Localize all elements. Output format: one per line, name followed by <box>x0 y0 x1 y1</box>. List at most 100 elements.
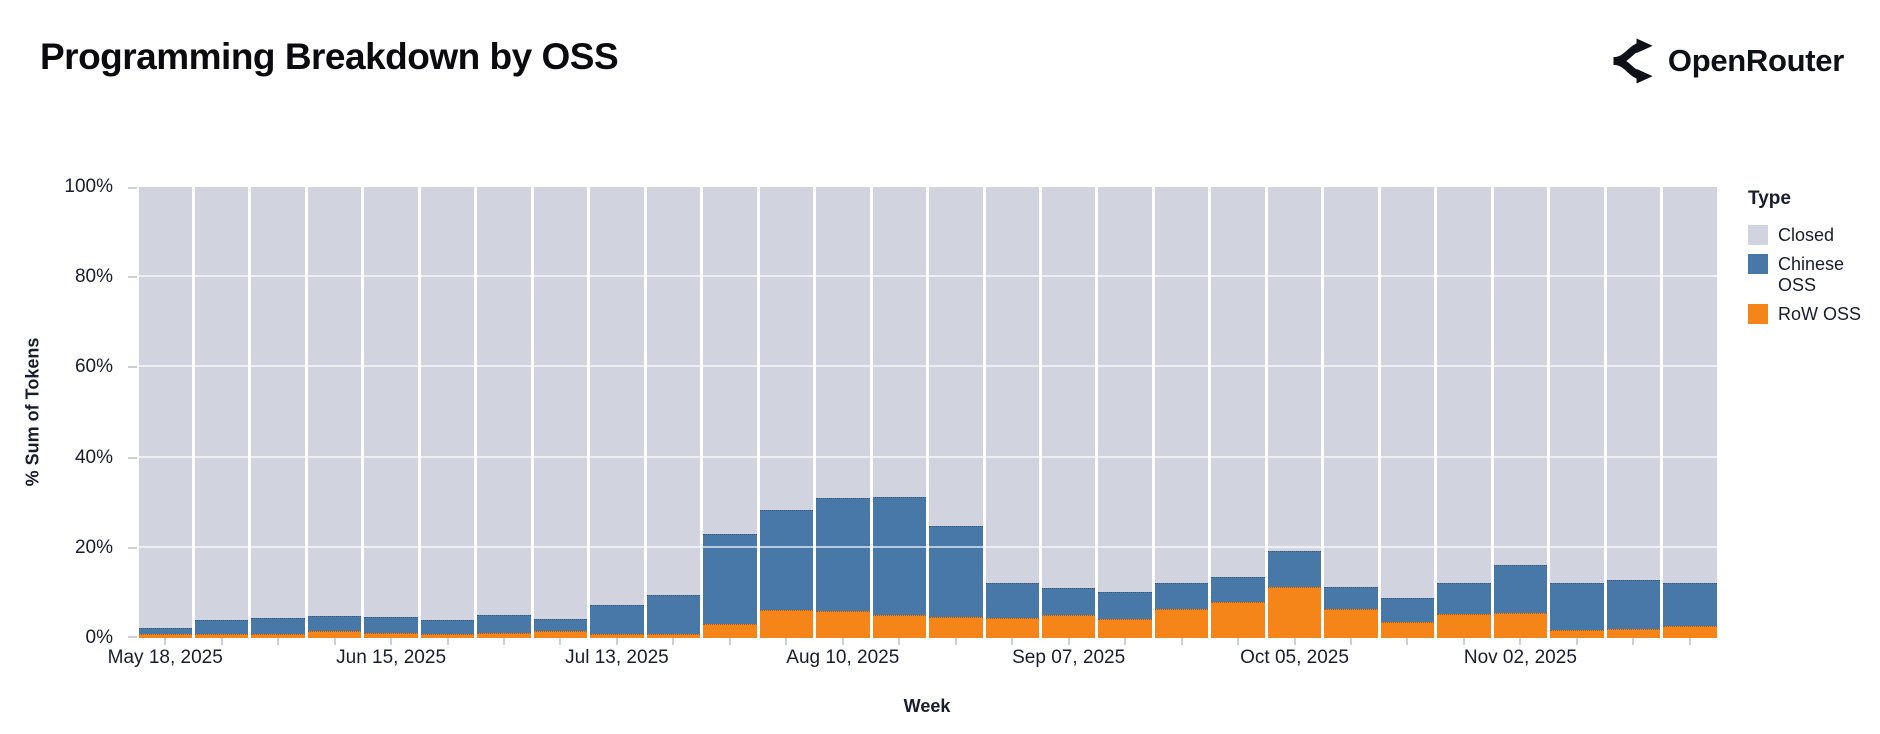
segment-row-oss[interactable] <box>533 631 588 638</box>
segment-row-oss[interactable] <box>1380 621 1435 638</box>
segment-chinese-oss[interactable] <box>1550 583 1604 630</box>
bar-jun-22-2025[interactable] <box>419 187 475 638</box>
segment-row-oss[interactable] <box>1550 629 1604 638</box>
segment-closed[interactable] <box>1606 187 1661 580</box>
segment-row-oss[interactable] <box>1154 609 1209 638</box>
segment-chinese-oss[interactable] <box>929 526 983 617</box>
segment-closed[interactable] <box>1380 187 1435 598</box>
segment-row-oss[interactable] <box>138 633 192 638</box>
bar-nov-16-2025[interactable] <box>1605 187 1661 638</box>
segment-row-oss[interactable] <box>1663 626 1717 638</box>
bar-sep-21-2025[interactable] <box>1153 187 1209 638</box>
segment-row-oss[interactable] <box>364 632 418 638</box>
segment-row-oss[interactable] <box>703 623 757 638</box>
segment-closed[interactable] <box>1437 187 1491 583</box>
bar-nov-09-2025[interactable] <box>1549 187 1605 638</box>
segment-chinese-oss[interactable] <box>1042 587 1096 616</box>
segment-chinese-oss[interactable] <box>194 619 249 635</box>
segment-chinese-oss[interactable] <box>1324 586 1378 609</box>
bar-jul-27-2025[interactable] <box>702 187 758 638</box>
bar-nov-23-2025[interactable] <box>1662 187 1718 638</box>
segment-closed[interactable] <box>1098 187 1152 593</box>
segment-closed[interactable] <box>759 187 814 510</box>
legend-item-row-oss[interactable]: RoW OSS <box>1748 304 1880 325</box>
segment-row-oss[interactable] <box>307 630 362 638</box>
bar-sep-28-2025[interactable] <box>1210 187 1266 638</box>
bar-jun-29-2025[interactable] <box>476 187 532 638</box>
segment-closed[interactable] <box>1154 187 1209 583</box>
segment-chinese-oss[interactable] <box>985 582 1039 619</box>
segment-chinese-oss[interactable] <box>1211 577 1265 603</box>
segment-row-oss[interactable] <box>1098 618 1152 638</box>
segment-row-oss[interactable] <box>1493 613 1548 638</box>
segment-closed[interactable] <box>194 187 249 620</box>
segment-chinese-oss[interactable] <box>816 497 870 612</box>
segment-row-oss[interactable] <box>420 633 475 638</box>
legend-item-chinese-oss[interactable]: Chinese OSS <box>1748 254 1880 296</box>
segment-closed[interactable] <box>590 187 644 605</box>
bar-oct-12-2025[interactable] <box>1323 187 1379 638</box>
bar-jun-15-2025[interactable] <box>363 187 419 638</box>
segment-chinese-oss[interactable] <box>646 595 701 635</box>
bar-oct-05-2025[interactable] <box>1266 187 1322 638</box>
segment-chinese-oss[interactable] <box>307 616 362 631</box>
segment-closed[interactable] <box>307 187 362 617</box>
segment-row-oss[interactable] <box>1437 613 1491 638</box>
segment-row-oss[interactable] <box>194 634 249 638</box>
segment-row-oss[interactable] <box>872 614 927 638</box>
bar-aug-03-2025[interactable] <box>758 187 814 638</box>
segment-chinese-oss[interactable] <box>1154 582 1209 610</box>
segment-closed[interactable] <box>872 187 927 497</box>
segment-chinese-oss[interactable] <box>1663 582 1717 627</box>
segment-closed[interactable] <box>1550 187 1604 583</box>
segment-chinese-oss[interactable] <box>1098 592 1152 619</box>
segment-chinese-oss[interactable] <box>251 618 305 634</box>
segment-closed[interactable] <box>533 187 588 619</box>
segment-closed[interactable] <box>646 187 701 596</box>
segment-closed[interactable] <box>1493 187 1548 566</box>
segment-chinese-oss[interactable] <box>138 628 192 634</box>
segment-chinese-oss[interactable] <box>590 604 644 635</box>
segment-chinese-oss[interactable] <box>364 617 418 633</box>
segment-chinese-oss[interactable] <box>1493 565 1548 614</box>
segment-chinese-oss[interactable] <box>759 509 814 611</box>
segment-row-oss[interactable] <box>759 610 814 638</box>
segment-closed[interactable] <box>1267 187 1322 551</box>
segment-row-oss[interactable] <box>1042 615 1096 638</box>
bar-oct-26-2025[interactable] <box>1436 187 1492 638</box>
bar-aug-31-2025[interactable] <box>984 187 1040 638</box>
segment-chinese-oss[interactable] <box>703 534 757 624</box>
bar-aug-10-2025[interactable] <box>815 187 871 638</box>
segment-chinese-oss[interactable] <box>477 615 531 634</box>
segment-row-oss[interactable] <box>1324 608 1378 638</box>
segment-row-oss[interactable] <box>477 633 531 638</box>
segment-closed[interactable] <box>251 187 305 619</box>
bar-jul-20-2025[interactable] <box>645 187 701 638</box>
bar-may-25-2025[interactable] <box>193 187 249 638</box>
bar-oct-19-2025[interactable] <box>1379 187 1435 638</box>
segment-chinese-oss[interactable] <box>1267 550 1322 588</box>
segment-closed[interactable] <box>364 187 418 618</box>
segment-closed[interactable] <box>477 187 531 616</box>
bar-jul-13-2025[interactable] <box>589 187 645 638</box>
segment-closed[interactable] <box>985 187 1039 583</box>
segment-closed[interactable] <box>929 187 983 527</box>
segment-chinese-oss[interactable] <box>1437 582 1491 614</box>
segment-row-oss[interactable] <box>1606 628 1661 638</box>
segment-row-oss[interactable] <box>1211 602 1265 638</box>
segment-chinese-oss[interactable] <box>420 620 475 634</box>
segment-closed[interactable] <box>703 187 757 535</box>
segment-closed[interactable] <box>138 187 192 629</box>
segment-row-oss[interactable] <box>1267 587 1322 638</box>
segment-closed[interactable] <box>816 187 870 498</box>
segment-row-oss[interactable] <box>646 634 701 638</box>
segment-row-oss[interactable] <box>251 633 305 638</box>
segment-closed[interactable] <box>1042 187 1096 588</box>
segment-chinese-oss[interactable] <box>1380 597 1435 622</box>
segment-chinese-oss[interactable] <box>1606 579 1661 629</box>
bar-jul-06-2025[interactable] <box>532 187 588 638</box>
bar-sep-07-2025[interactable] <box>1041 187 1097 638</box>
bar-jun-01-2025[interactable] <box>250 187 306 638</box>
bar-may-18-2025[interactable] <box>137 187 193 638</box>
segment-row-oss[interactable] <box>816 611 870 638</box>
